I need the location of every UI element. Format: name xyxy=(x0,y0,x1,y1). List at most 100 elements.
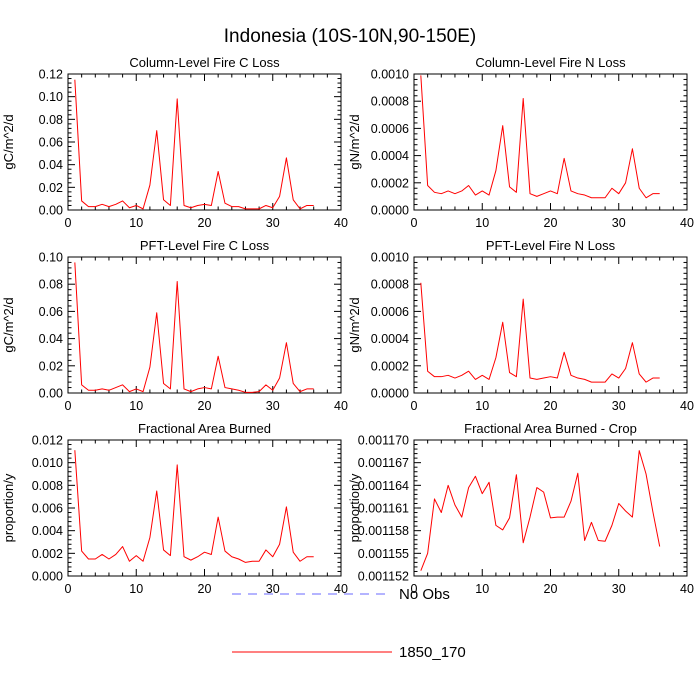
y-tick-label: 0.008 xyxy=(32,479,63,493)
y-tick-label: 0.0000 xyxy=(371,204,409,218)
x-tick-label: 30 xyxy=(266,216,280,230)
y-tick-label: 0.000 xyxy=(32,570,63,584)
x-tick-label: 0 xyxy=(411,582,418,596)
panel-6: Fractional Area Burned - Crop proportion/… xyxy=(347,421,694,596)
y-tick-label: 0.00 xyxy=(39,204,63,218)
panel-1: Column-Level Fire C Loss gC/m^2/d 0 10 20 30 4… xyxy=(1,55,348,230)
panel-4: PFT-Level Fire N Loss gN/m^2/d 0 10 20 30 40 0.… xyxy=(347,238,694,413)
panel-title: Column-Level Fire N Loss xyxy=(475,55,626,70)
x-tick-label: 30 xyxy=(266,582,280,596)
panels-group: Column-Level Fire C Loss gC/m^2/d 0 10 20 30 4… xyxy=(1,55,694,596)
x-tick-label: 20 xyxy=(198,582,212,596)
panel-title: PFT-Level Fire C Loss xyxy=(140,238,270,253)
series-line xyxy=(420,75,660,199)
x-tick-label: 30 xyxy=(612,582,626,596)
y-tick-label: 0.12 xyxy=(39,68,63,82)
x-tick-label: 10 xyxy=(475,582,489,596)
y-tick-label: 0.08 xyxy=(39,113,63,127)
x-tick-label: 40 xyxy=(334,216,348,230)
y-axis-label: gC/m^2/d xyxy=(1,114,16,169)
panel-title: PFT-Level Fire N Loss xyxy=(486,238,616,253)
x-tick-label: 20 xyxy=(198,399,212,413)
plot-frame xyxy=(67,256,342,394)
x-tick-label: 30 xyxy=(612,216,626,230)
x-tick-label: 10 xyxy=(475,216,489,230)
x-tick-label: 40 xyxy=(680,582,694,596)
series-line xyxy=(74,79,314,210)
panel-title: Column-Level Fire C Loss xyxy=(129,55,280,70)
panel-title: Fractional Area Burned xyxy=(138,421,271,436)
x-tick-label: 40 xyxy=(680,216,694,230)
y-tick-label: 0.001152 xyxy=(358,570,409,584)
y-tick-label: 0.0008 xyxy=(371,278,409,292)
y-tick-label: 0.0002 xyxy=(371,359,409,373)
y-tick-label: 0.0004 xyxy=(371,332,409,346)
figure-title: Indonesia (10S-10N,90-150E) xyxy=(224,26,476,47)
y-axis-label: proportion/y xyxy=(1,473,16,542)
y-tick-label: 0.0006 xyxy=(371,122,409,136)
y-tick-label: 0.0010 xyxy=(371,251,409,265)
y-tick-label: 0.001155 xyxy=(358,547,409,561)
panel-5: Fractional Area Burned proportion/y 0 10 20 3… xyxy=(1,421,348,596)
y-tick-label: 0.001170 xyxy=(358,434,409,448)
y-axis-label: gN/m^2/d xyxy=(347,114,362,169)
x-tick-label: 10 xyxy=(129,216,143,230)
y-tick-label: 0.10 xyxy=(39,90,63,104)
plot-frame xyxy=(413,256,688,394)
y-axis-label: gC/m^2/d xyxy=(1,297,16,352)
series-line xyxy=(420,450,661,571)
y-tick-label: 0.0006 xyxy=(371,305,409,319)
legend-1850-170-label: 1850_170 xyxy=(399,644,466,661)
x-tick-label: 40 xyxy=(334,399,348,413)
panel-title: Fractional Area Burned - Crop xyxy=(464,421,637,436)
series-line xyxy=(420,282,660,383)
y-tick-label: 0.002 xyxy=(32,547,63,561)
plot-frame xyxy=(413,73,688,211)
x-tick-label: 30 xyxy=(266,399,280,413)
x-tick-label: 20 xyxy=(198,216,212,230)
x-tick-label: 40 xyxy=(680,399,694,413)
y-tick-label: 0.006 xyxy=(32,502,63,516)
legend: No Obs 1850_170 xyxy=(232,586,466,661)
y-tick-label: 0.010 xyxy=(32,456,63,470)
y-tick-label: 0.0002 xyxy=(371,176,409,190)
plot-frame xyxy=(413,439,688,577)
y-tick-label: 0.08 xyxy=(39,278,63,292)
y-tick-label: 0.00 xyxy=(39,387,63,401)
y-tick-label: 0.001158 xyxy=(358,524,409,538)
y-tick-label: 0.001167 xyxy=(358,456,409,470)
y-tick-label: 0.02 xyxy=(39,359,63,373)
legend-no-obs-label: No Obs xyxy=(399,586,450,603)
x-tick-label: 40 xyxy=(334,582,348,596)
y-axis-label: proportion/y xyxy=(347,473,362,542)
x-tick-label: 0 xyxy=(65,399,72,413)
y-tick-label: 0.06 xyxy=(39,305,63,319)
x-tick-label: 10 xyxy=(475,399,489,413)
y-tick-label: 0.001164 xyxy=(358,479,409,493)
x-tick-label: 0 xyxy=(65,582,72,596)
x-tick-label: 20 xyxy=(544,216,558,230)
y-tick-label: 0.10 xyxy=(39,251,63,265)
y-tick-label: 0.02 xyxy=(39,181,63,195)
x-tick-label: 10 xyxy=(129,399,143,413)
y-axis-label: gN/m^2/d xyxy=(347,297,362,352)
y-tick-label: 0.0004 xyxy=(371,149,409,163)
y-tick-label: 0.04 xyxy=(39,158,63,172)
y-tick-label: 0.001161 xyxy=(358,502,409,516)
y-tick-label: 0.0000 xyxy=(371,387,409,401)
series-line xyxy=(74,450,314,563)
x-tick-label: 30 xyxy=(612,399,626,413)
y-tick-label: 0.004 xyxy=(32,524,63,538)
x-tick-label: 0 xyxy=(411,399,418,413)
panel-2: Column-Level Fire N Loss gN/m^2/d 0 10 20 30 4… xyxy=(347,55,694,230)
x-tick-label: 0 xyxy=(411,216,418,230)
y-tick-label: 0.04 xyxy=(39,332,63,346)
plot-frame xyxy=(67,73,342,211)
y-tick-label: 0.06 xyxy=(39,136,63,150)
x-tick-label: 20 xyxy=(544,399,558,413)
x-tick-label: 10 xyxy=(129,582,143,596)
plot-frame xyxy=(67,439,342,577)
y-tick-label: 0.0008 xyxy=(371,95,409,109)
series-line xyxy=(74,262,314,393)
